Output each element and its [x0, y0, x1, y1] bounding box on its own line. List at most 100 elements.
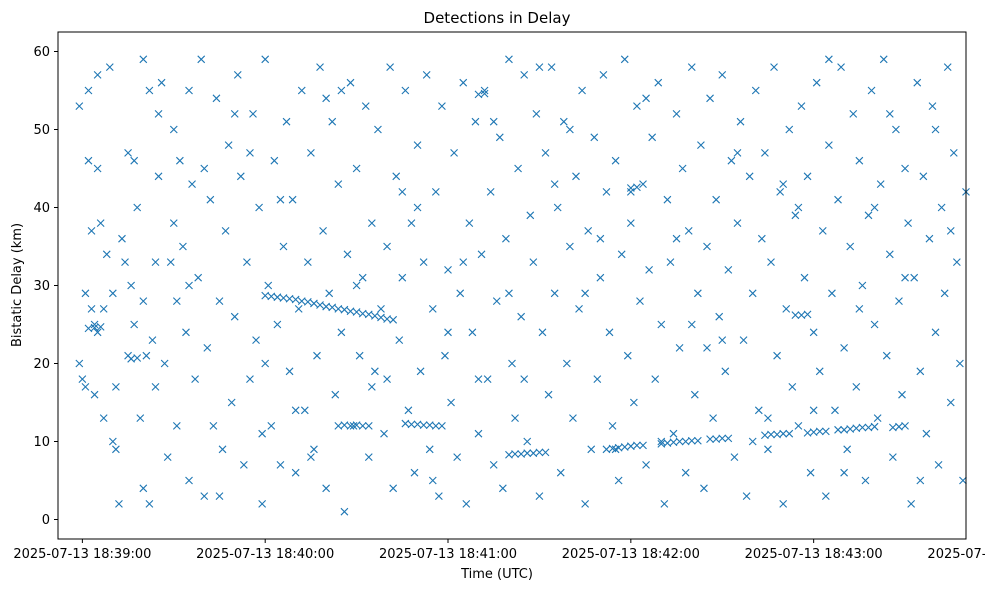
data-point-x-marker	[93, 164, 102, 173]
data-point-x-marker	[648, 133, 657, 142]
data-point-x-marker	[520, 375, 529, 383]
data-point-x-marker	[879, 55, 888, 64]
data-point-x-marker	[651, 375, 660, 383]
data-point-x-marker	[511, 414, 519, 422]
data-point-x-marker	[163, 453, 172, 461]
data-point-x-marker	[828, 289, 836, 298]
data-point-x-marker	[127, 281, 136, 290]
data-point-x-marker	[690, 390, 699, 399]
data-point-x-marker	[742, 492, 751, 500]
data-point-x-marker	[252, 336, 260, 344]
x-tick-label: 2025-07-13 18:39:00	[13, 547, 151, 562]
data-point-x-marker	[352, 308, 361, 316]
data-point-x-marker	[803, 172, 812, 181]
y-axis-ticks: 0 10 20 30 40 50 60	[33, 45, 58, 528]
data-point-x-marker	[556, 468, 565, 477]
data-point-x-marker	[453, 453, 462, 461]
data-point-x-marker	[867, 86, 876, 95]
data-point-x-marker	[288, 195, 297, 204]
data-point-x-marker	[937, 203, 946, 212]
data-point-x-marker	[401, 86, 410, 95]
data-point-x-marker	[428, 305, 437, 313]
data-point-x-marker	[483, 375, 492, 383]
data-point-x-marker	[431, 422, 440, 430]
data-point-x-marker	[803, 310, 812, 319]
data-point-x-marker	[943, 63, 952, 71]
data-point-x-marker	[505, 55, 513, 64]
data-point-x-marker	[678, 164, 687, 173]
data-point-x-marker	[285, 367, 294, 376]
data-point-x-marker	[541, 448, 550, 457]
data-point-x-marker	[767, 430, 775, 439]
data-point-x-marker	[956, 359, 964, 368]
data-point-x-marker	[352, 164, 361, 173]
data-point-x-marker	[535, 448, 544, 457]
data-point-x-marker	[706, 435, 714, 444]
data-point-x-marker	[764, 414, 772, 422]
data-point-x-marker	[221, 227, 230, 235]
data-point-x-marker	[794, 203, 803, 212]
data-point-x-marker	[209, 422, 218, 430]
data-point-x-marker	[212, 94, 221, 103]
data-point-x-marker	[279, 242, 288, 251]
data-point-x-marker	[736, 117, 745, 126]
data-point-x-marker	[185, 476, 193, 485]
data-point-x-marker	[675, 344, 684, 352]
data-point-x-marker	[681, 468, 690, 477]
data-point-x-marker	[175, 156, 184, 165]
data-point-x-marker	[636, 297, 644, 305]
data-point-x-marker	[675, 437, 684, 446]
data-point-x-marker	[169, 219, 178, 227]
data-point-x-marker	[340, 305, 349, 314]
data-point-x-marker	[666, 258, 675, 266]
data-point-x-marker	[136, 414, 145, 422]
data-point-x-marker	[733, 149, 742, 157]
data-point-x-marker	[441, 351, 449, 360]
data-point-x-marker	[767, 258, 775, 266]
data-point-x-marker	[258, 500, 267, 508]
data-point-x-marker	[203, 344, 212, 352]
data-point-x-marker	[471, 117, 480, 126]
data-point-x-marker	[227, 398, 236, 407]
data-point-x-marker	[480, 89, 489, 98]
data-point-x-marker	[115, 500, 123, 508]
plot-points	[75, 55, 970, 516]
data-point-x-marker	[413, 141, 422, 149]
data-point-x-marker	[276, 461, 285, 469]
data-point-x-marker	[370, 312, 379, 320]
data-point-x-marker	[508, 359, 516, 368]
data-point-x-marker	[785, 429, 794, 438]
data-point-x-marker	[901, 273, 909, 282]
data-point-x-marker	[291, 406, 300, 415]
data-point-x-marker	[456, 289, 465, 298]
data-point-x-marker	[779, 180, 788, 188]
data-point-x-marker	[544, 390, 553, 399]
data-point-x-marker	[550, 180, 559, 188]
data-point-x-marker	[834, 425, 842, 434]
data-point-x-marker	[663, 195, 672, 204]
data-point-x-marker	[270, 156, 279, 165]
data-point-x-marker	[291, 295, 300, 304]
data-point-x-marker	[367, 219, 376, 227]
y-tick-label: 20	[33, 357, 50, 372]
data-point-x-marker	[639, 441, 647, 450]
data-point-x-marker	[495, 133, 504, 142]
data-point-x-marker	[486, 188, 495, 196]
data-point-x-marker	[459, 78, 468, 87]
data-point-x-marker	[169, 125, 178, 134]
data-point-x-marker	[532, 110, 541, 118]
data-point-x-marker	[383, 242, 391, 251]
x-axis-ticks: 2025-07-13 18:39:00 2025-07-13 18:40:00 20…	[13, 539, 985, 562]
data-point-x-marker	[364, 422, 373, 430]
data-point-x-marker	[434, 492, 443, 500]
data-point-x-marker	[291, 468, 300, 477]
data-point-x-marker	[364, 453, 373, 461]
data-point-x-marker	[593, 375, 602, 383]
data-point-x-marker	[96, 322, 105, 331]
data-point-x-marker	[185, 86, 193, 95]
data-point-x-marker	[605, 328, 614, 337]
data-point-x-marker	[361, 102, 370, 110]
data-point-x-marker	[812, 78, 821, 87]
data-point-x-marker	[608, 422, 617, 430]
data-point-x-marker	[438, 422, 446, 430]
